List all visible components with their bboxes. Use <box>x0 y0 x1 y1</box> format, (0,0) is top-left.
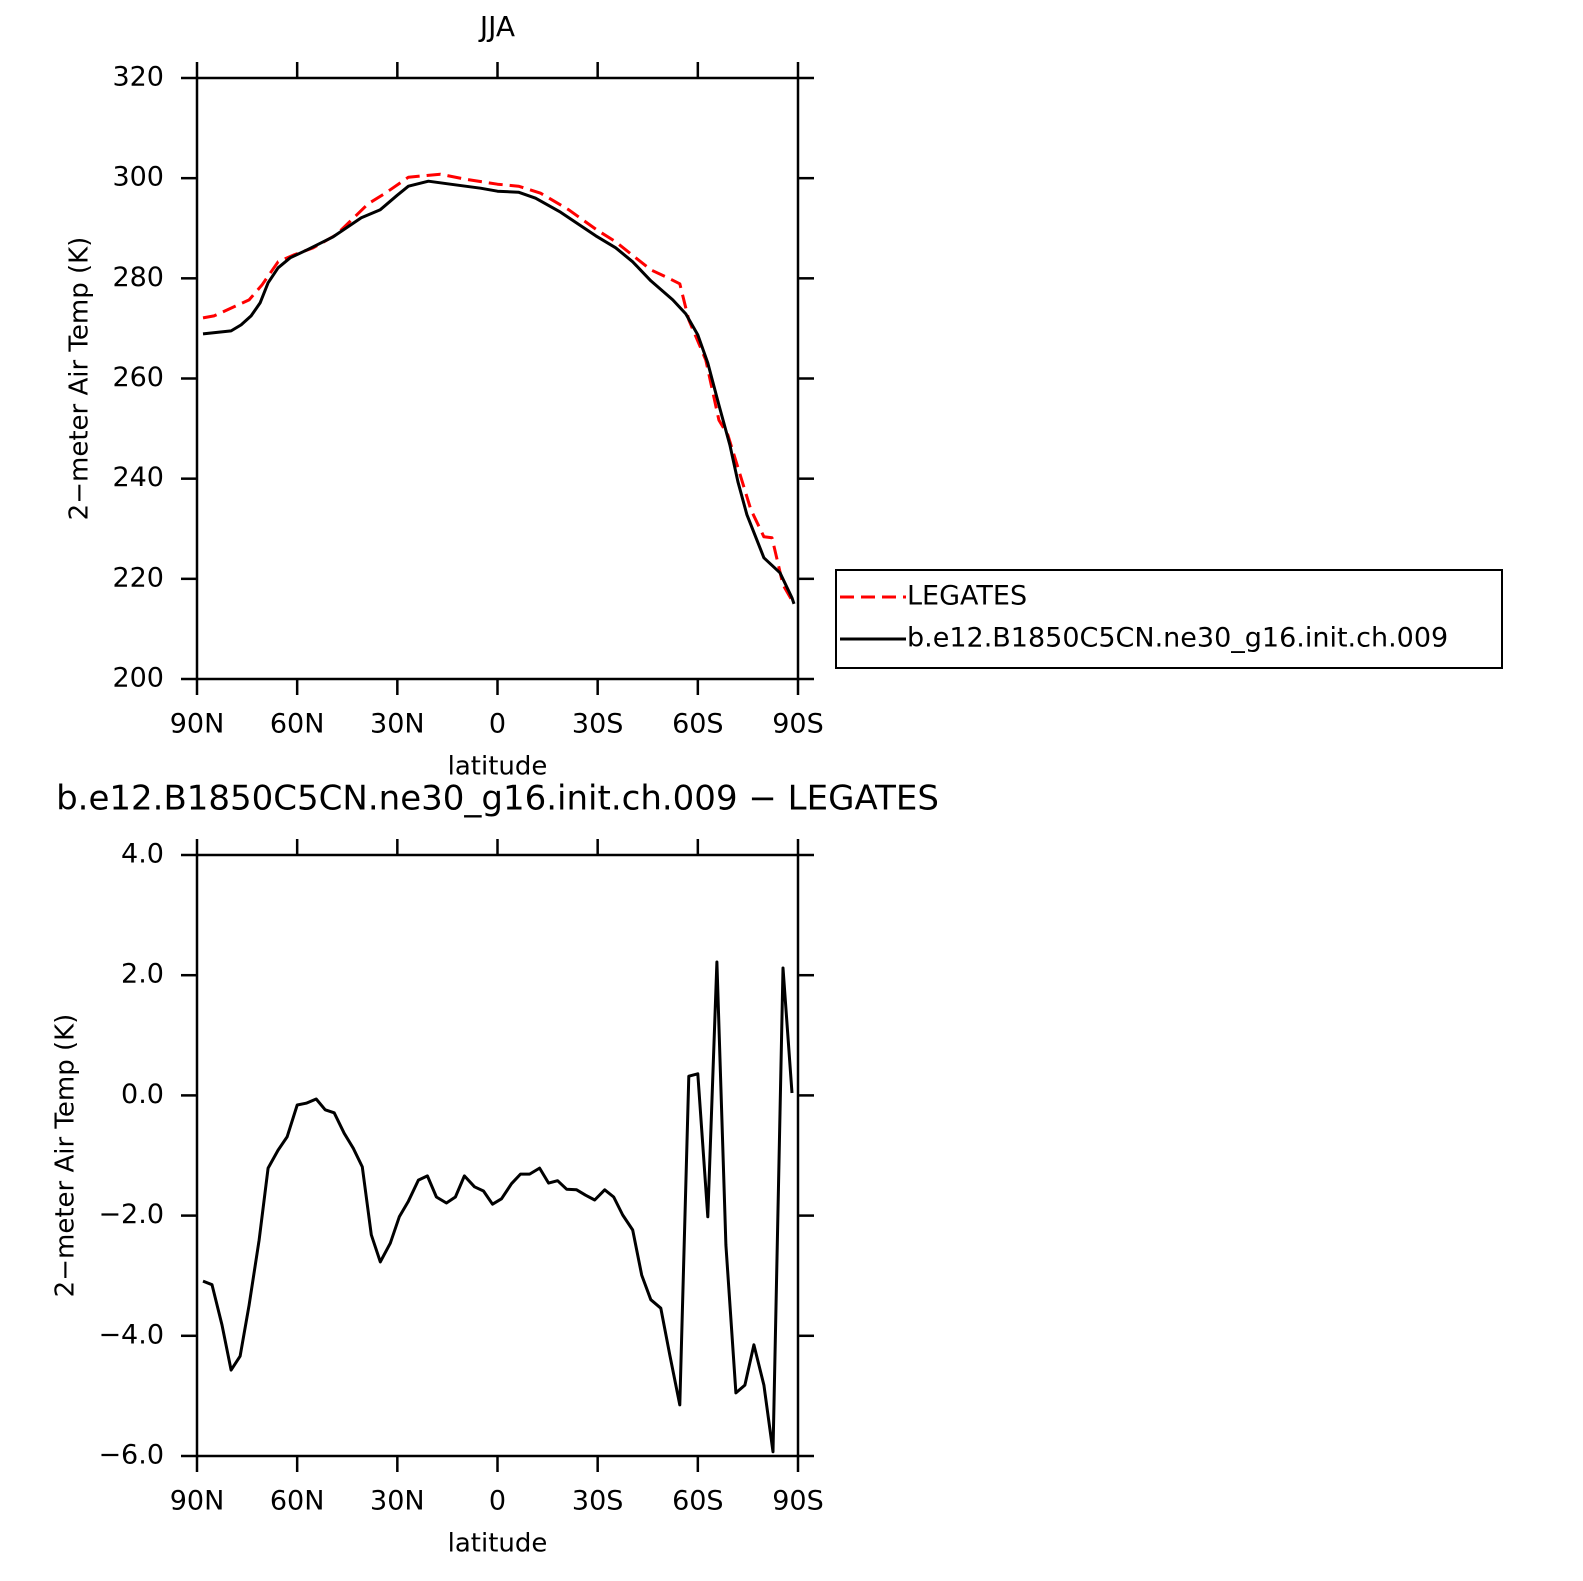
x-tick-label: 0 <box>489 709 506 740</box>
y-tick-label: −4.0 <box>98 1319 164 1350</box>
x-axis-label: latitude <box>448 1529 548 1559</box>
y-tick-label: −2.0 <box>98 1199 164 1230</box>
x-tick-label: 30S <box>572 709 624 740</box>
data-line <box>202 172 796 605</box>
legend-box <box>835 569 1503 669</box>
plot-frame <box>195 853 800 1458</box>
y-axis-label: 2−meter Air Temp (K) <box>65 237 95 521</box>
y-tick-label: 260 <box>112 362 164 393</box>
y-tick-label: 220 <box>112 562 164 593</box>
x-tick-label: 60N <box>270 709 325 740</box>
y-tick-label: 0.0 <box>121 1079 164 1110</box>
legend-label: LEGATES <box>907 581 1027 612</box>
y-tick-label: 240 <box>112 462 164 493</box>
x-tick-label: 30N <box>370 709 425 740</box>
y-tick-label: 4.0 <box>121 839 164 870</box>
x-tick-label: 90N <box>170 1486 225 1517</box>
y-tick-label: 2.0 <box>121 959 164 990</box>
chart-title: JJA <box>478 10 515 43</box>
x-axis-label: latitude <box>448 752 548 782</box>
x-tick-label: 60S <box>672 709 724 740</box>
x-tick-label: 0 <box>489 1486 506 1517</box>
y-tick-label: 200 <box>112 663 164 694</box>
plot-frame <box>195 76 800 681</box>
y-tick-label: 300 <box>112 162 164 193</box>
data-line <box>202 960 794 1454</box>
x-tick-label: 30N <box>370 1486 425 1517</box>
y-axis-label: 2−meter Air Temp (K) <box>51 1014 81 1298</box>
legend-label: b.e12.B1850C5CN.ne30_g16.init.ch.009 <box>907 623 1448 654</box>
x-tick-label: 60N <box>270 1486 325 1517</box>
x-tick-label: 30S <box>572 1486 624 1517</box>
y-tick-label: −6.0 <box>98 1440 164 1471</box>
chart-title: b.e12.B1850C5CN.ne30_g16.init.ch.009 − L… <box>56 779 939 819</box>
y-tick-label: 280 <box>112 262 164 293</box>
x-tick-label: 60S <box>672 1486 724 1517</box>
x-tick-label: 90S <box>772 709 824 740</box>
x-tick-label: 90S <box>772 1486 824 1517</box>
data-line <box>202 179 796 605</box>
y-tick-label: 320 <box>112 62 164 93</box>
x-tick-label: 90N <box>170 709 225 740</box>
